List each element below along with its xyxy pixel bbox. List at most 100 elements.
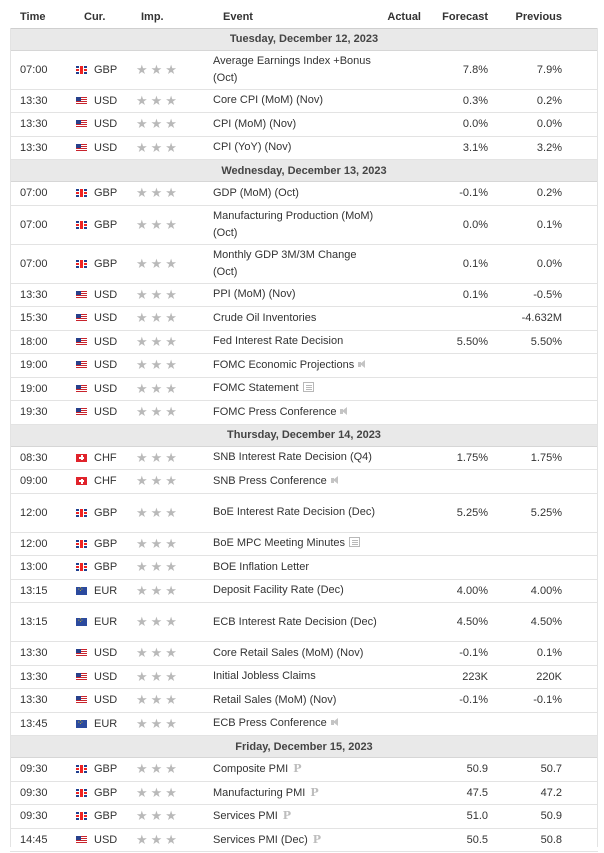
event-name-link[interactable]: Average Earnings Index +Bonus (Oct) — [213, 54, 371, 84]
economic-calendar: Time Cur. Imp. Event Actual Forecast Pre… — [10, 6, 598, 852]
event-row[interactable]: 07:00 GBP ★★★ Manufacturing Production (MoM… — [10, 205, 598, 245]
event-row[interactable]: 13:15 EUR ★★★ ECB Interest Rate Decision (D… — [10, 602, 598, 642]
event-row[interactable]: 07:00 GBP ★★★ Monthly GDP 3M/3M Change (Oct… — [10, 244, 598, 284]
event-name-link[interactable]: PPI (MoM) (Nov) — [213, 288, 296, 301]
event-row[interactable]: 18:00 USD ★★★ Fed Interest Rate Decision 5.5… — [10, 330, 598, 354]
event-row[interactable]: 08:30 CHF ★★★ SNB Interest Rate Decision (Q… — [10, 446, 598, 470]
event-forecast: 5.50% — [433, 330, 500, 354]
event-row[interactable]: 14:45 USD ★★★ Services PMI (Dec) P 50.5 50.8 — [10, 828, 598, 852]
event-row[interactable]: 13:30 USD ★★★ PPI (MoM) (Nov) 0.1% -0.5% — [10, 283, 598, 307]
event-name-link[interactable]: Initial Jobless Claims — [213, 670, 316, 683]
event-row[interactable]: 19:30 USD ★★★ FOMC Press Conference — [10, 400, 598, 425]
event-row[interactable]: 13:15 EUR ★★★ Deposit Facility Rate (Dec) 4.… — [10, 579, 598, 603]
event-name-link[interactable]: Manufacturing Production (MoM) (Oct) — [213, 209, 374, 239]
speaker-icon — [340, 406, 351, 416]
event-row[interactable]: 09:30 GBP ★★★ Services PMI P 51.0 50.9 — [10, 804, 598, 829]
event-name-link[interactable]: Core Retail Sales (MoM) (Nov) — [213, 646, 364, 659]
event-actual — [383, 244, 433, 284]
event-row[interactable]: 09:30 GBP ★★★ Composite PMI P 50.9 50.7 — [10, 757, 598, 782]
star-icon: ★★★ — [136, 216, 180, 232]
event-previous: 0.1% — [500, 205, 598, 245]
event-time: 15:30 — [10, 306, 74, 331]
event-name-link[interactable]: BOE Inflation Letter — [213, 560, 309, 573]
event-name-cell: FOMC Statement — [213, 377, 383, 401]
event-row[interactable]: 07:00 GBP ★★★ GDP (MoM) (Oct) -0.1% 0.2% — [10, 181, 598, 206]
event-row[interactable]: 09:00 CHF ★★★ SNB Press Conference — [10, 469, 598, 494]
event-time: 18:00 — [10, 330, 74, 354]
event-name-link[interactable]: ECB Interest Rate Decision (Dec) — [213, 615, 377, 628]
event-name-link[interactable]: Fed Interest Rate Decision — [213, 335, 344, 348]
event-row[interactable]: 15:30 USD ★★★ Crude Oil Inventories -4.632M — [10, 306, 598, 331]
event-name-cell: Services PMI (Dec) P — [213, 828, 383, 852]
col-header-actual[interactable]: Actual — [383, 6, 433, 29]
event-row[interactable]: 13:30 USD ★★★ CPI (MoM) (Nov) 0.0% 0.0% — [10, 112, 598, 137]
event-actual — [383, 828, 433, 852]
event-name-link[interactable]: SNB Interest Rate Decision (Q4) — [213, 451, 372, 464]
event-time: 09:30 — [10, 804, 74, 829]
event-row[interactable]: 12:00 GBP ★★★ BoE MPC Meeting Minutes — [10, 532, 598, 556]
event-actual — [383, 555, 433, 580]
event-previous: -0.5% — [500, 283, 598, 307]
event-name-link[interactable]: ECB Press Conference — [213, 717, 327, 730]
event-name-cell: Manufacturing PMI P — [213, 781, 383, 805]
col-header-previous[interactable]: Previous — [500, 6, 598, 29]
event-previous: 0.2% — [500, 181, 598, 206]
event-row[interactable]: 12:00 GBP ★★★ BoE Interest Rate Decision (D… — [10, 493, 598, 533]
event-name-link[interactable]: Monthly GDP 3M/3M Change (Oct) — [213, 248, 357, 278]
event-currency-cell: USD — [74, 353, 131, 378]
col-header-importance[interactable]: Imp. — [131, 6, 213, 29]
event-name-link[interactable]: Manufacturing PMI — [213, 786, 306, 799]
event-forecast — [433, 469, 500, 494]
event-row[interactable]: 13:30 USD ★★★ Core Retail Sales (MoM) (Nov)… — [10, 641, 598, 666]
event-name-link[interactable]: FOMC Press Conference — [213, 405, 337, 418]
col-header-forecast[interactable]: Forecast — [433, 6, 500, 29]
event-name-link[interactable]: SNB Press Conference — [213, 474, 327, 487]
col-header-time[interactable]: Time — [10, 6, 74, 29]
event-previous: 0.2% — [500, 89, 598, 113]
event-importance-cell: ★★★ — [131, 828, 213, 852]
event-name-link[interactable]: Services PMI — [213, 810, 278, 823]
event-name-link[interactable]: CPI (MoM) (Nov) — [213, 117, 297, 130]
event-previous: 4.00% — [500, 579, 598, 603]
event-name-link[interactable]: Deposit Facility Rate (Dec) — [213, 584, 344, 597]
col-header-currency[interactable]: Cur. — [74, 6, 131, 29]
event-name-link[interactable]: Services PMI (Dec) — [213, 833, 308, 846]
event-currency: GBP — [94, 187, 118, 200]
event-row[interactable]: 13:30 USD ★★★ Initial Jobless Claims 223K 220… — [10, 665, 598, 689]
event-name-link[interactable]: FOMC Economic Projections — [213, 358, 355, 371]
event-actual — [383, 757, 433, 782]
event-currency-cell: GBP — [74, 50, 131, 90]
day-label: Thursday, December 14, 2023 — [10, 424, 598, 447]
event-name-link[interactable]: Crude Oil Inventories — [213, 311, 317, 324]
event-currency: USD — [94, 647, 118, 660]
event-actual — [383, 181, 433, 206]
event-currency: GBP — [94, 561, 118, 574]
event-name-cell: CPI (YoY) (Nov) — [213, 136, 383, 160]
event-row[interactable]: 13:30 USD ★★★ Core CPI (MoM) (Nov) 0.3% 0.2% — [10, 89, 598, 113]
day-header-row: Tuesday, December 12, 2023 — [10, 28, 598, 51]
event-row[interactable]: 19:00 USD ★★★ FOMC Statement — [10, 377, 598, 401]
event-name-link[interactable]: FOMC Statement — [213, 382, 299, 395]
event-row[interactable]: 13:00 GBP ★★★ BOE Inflation Letter — [10, 555, 598, 580]
col-header-event[interactable]: Event — [213, 6, 383, 29]
event-row[interactable]: 13:30 USD ★★★ CPI (YoY) (Nov) 3.1% 3.2% — [10, 136, 598, 160]
event-name-link[interactable]: CPI (YoY) (Nov) — [213, 141, 292, 154]
event-row[interactable]: 13:30 USD ★★★ Retail Sales (MoM) (Nov) -0.1%… — [10, 688, 598, 713]
event-row[interactable]: 19:00 USD ★★★ FOMC Economic Projections — [10, 353, 598, 378]
event-name-cell: Average Earnings Index +Bonus (Oct) — [213, 50, 383, 90]
event-previous: 50.7 — [500, 757, 598, 782]
event-actual — [383, 89, 433, 113]
event-name-link[interactable]: Retail Sales (MoM) (Nov) — [213, 693, 337, 706]
star-icon: ★★★ — [136, 831, 180, 847]
event-row[interactable]: 09:30 GBP ★★★ Manufacturing PMI P 47.5 47.2 — [10, 781, 598, 805]
calendar-body: Tuesday, December 12, 2023 07:00 GBP ★★★ Ave… — [10, 28, 598, 852]
event-row[interactable]: 07:00 GBP ★★★ Average Earnings Index +Bonus… — [10, 50, 598, 90]
event-importance-cell: ★★★ — [131, 781, 213, 805]
event-row[interactable]: 13:45 EUR ★★★ ECB Press Conference — [10, 712, 598, 736]
event-name-link[interactable]: BoE MPC Meeting Minutes — [213, 537, 346, 550]
event-name-link[interactable]: Core CPI (MoM) (Nov) — [213, 94, 324, 107]
event-name-link[interactable]: BoE Interest Rate Decision (Dec) — [213, 506, 376, 518]
event-name-link[interactable]: Composite PMI — [213, 763, 289, 776]
event-name-link[interactable]: GDP (MoM) (Oct) — [213, 186, 299, 199]
event-name-cell: Retail Sales (MoM) (Nov) — [213, 688, 383, 713]
